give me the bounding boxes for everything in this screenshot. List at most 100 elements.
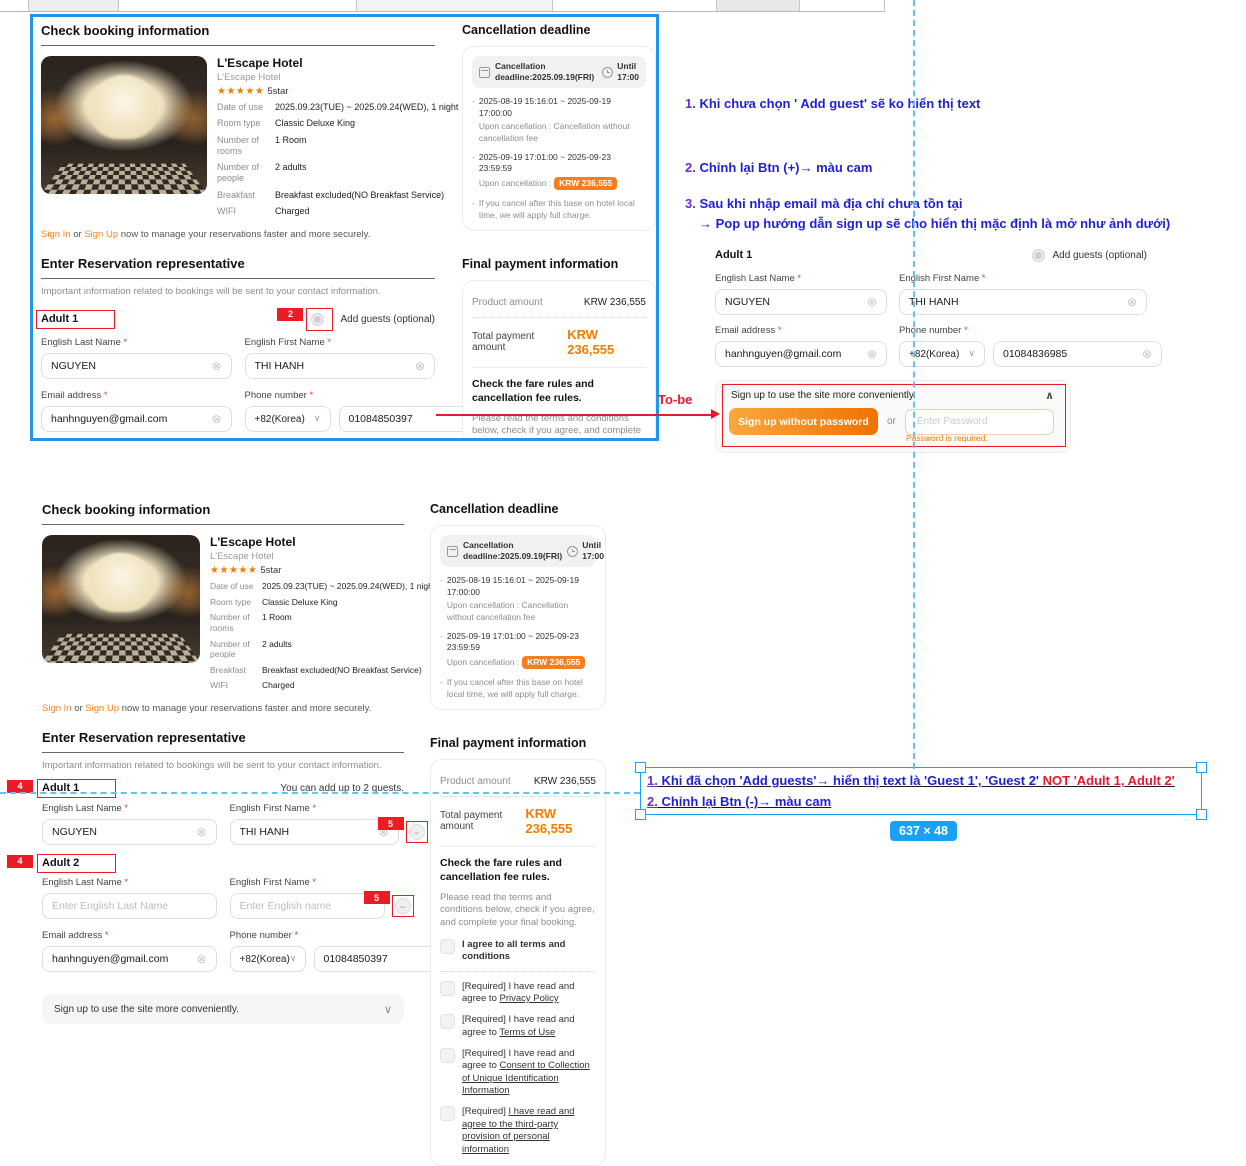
- resize-handle[interactable]: [635, 762, 646, 773]
- annotation-note: 2. Chỉnh lại Btn (+)→ màu cam: [685, 160, 873, 175]
- email-field[interactable]: ⊗: [42, 946, 217, 972]
- terms-checkbox[interactable]: [440, 1014, 455, 1030]
- hotel-subname: L'Escape Hotel: [217, 72, 281, 83]
- annotation-box-5b: 5 –: [363, 891, 414, 917]
- phone-input[interactable]: [1003, 348, 1138, 360]
- first-name-field[interactable]: ⊗: [229, 819, 399, 845]
- third-party-checkbox[interactable]: [440, 1106, 455, 1122]
- last-name-input[interactable]: [725, 296, 863, 308]
- sign-in-link[interactable]: Sign In: [42, 703, 72, 714]
- agreement-row: [Required] I have read and agree to Cons…: [440, 1048, 596, 1097]
- clear-icon[interactable]: ⊗: [196, 952, 207, 966]
- last-name-field[interactable]: ⊗: [715, 289, 887, 315]
- cancellation-rule: - If you cancel after this base on hotel…: [440, 677, 583, 699]
- star-rating-label: 5star: [267, 86, 289, 97]
- sign-up-link[interactable]: Sign Up: [85, 703, 120, 714]
- clear-icon[interactable]: ⊗: [378, 825, 389, 839]
- password-field[interactable]: [904, 408, 1054, 435]
- cancellation-deadline-header: Cancellation deadline:2025.09.19(FRI) Unt…: [472, 56, 646, 89]
- email-input[interactable]: [51, 413, 208, 425]
- adult-1-heading: Adult 1: [715, 249, 753, 261]
- signup-without-password-button[interactable]: Sign up without password: [729, 408, 878, 435]
- last-name-field[interactable]: ⊗: [41, 353, 232, 379]
- annotation-note: 3. Sau khi nhập email mà địa chỉ chưa tồ…: [685, 196, 963, 211]
- cancellation-fee-badge: KRW 236,555: [554, 176, 618, 191]
- first-name-input[interactable]: [909, 296, 1123, 308]
- tobe-preview-form: Adult 1 Add guests (optional) English La…: [715, 246, 1163, 367]
- terms-of-use-link[interactable]: Terms of Use: [499, 1026, 556, 1038]
- clear-icon[interactable]: ⊗: [1142, 347, 1153, 361]
- first-name-field[interactable]: ⊗: [899, 289, 1147, 315]
- hotel-subname: L'Escape Hotel: [210, 551, 274, 562]
- phone-label: Phone number *: [229, 930, 299, 941]
- calendar-icon: [479, 66, 490, 78]
- annotation-box-4b: 4 Adult 2: [7, 853, 117, 873]
- last-name-label: English Last Name *: [42, 877, 129, 888]
- first-name-input[interactable]: [239, 900, 375, 912]
- annotation-note: 1. Khi chưa chọn ' Add guest' sẽ ko hiển…: [685, 96, 981, 111]
- country-code-select[interactable]: +82(Korea) ∨: [244, 406, 331, 432]
- first-name-input[interactable]: [254, 360, 411, 372]
- form-title: Enter Reservation representative: [41, 256, 435, 279]
- add-guests-radio[interactable]: [1032, 248, 1046, 262]
- first-name-field[interactable]: [229, 893, 385, 919]
- first-name-field[interactable]: ⊗: [244, 353, 435, 379]
- last-name-input[interactable]: [51, 360, 208, 372]
- phone-input[interactable]: [348, 413, 484, 425]
- country-code-select[interactable]: +82(Korea) ∨: [899, 341, 985, 367]
- phone-label: Phone number *: [899, 325, 968, 336]
- payment-card: Product amount KRW 236,555 Total payment …: [462, 280, 656, 438]
- last-name-field[interactable]: ⊗: [42, 819, 217, 845]
- clear-icon[interactable]: ⊗: [866, 295, 877, 309]
- last-name-input[interactable]: [52, 826, 193, 838]
- privacy-policy-link[interactable]: Privacy Policy: [499, 993, 559, 1005]
- adult-2-heading: Adult 2: [42, 856, 80, 869]
- clear-icon[interactable]: ⊗: [414, 359, 425, 373]
- password-input[interactable]: [914, 415, 1044, 428]
- cancellation-rule: - If you cancel after this base on hotel…: [472, 198, 635, 220]
- add-guests-label: Add guests (optional): [1052, 249, 1147, 261]
- remove-guest-button[interactable]: –: [394, 898, 411, 914]
- email-field[interactable]: ⊗: [715, 341, 887, 367]
- clear-icon[interactable]: ⊗: [196, 825, 207, 839]
- email-label: Email address *: [41, 390, 108, 401]
- booking-detail-row: Date of use 2025.09.23(TUE) ~ 2025.09.24…: [210, 581, 436, 591]
- privacy-checkbox[interactable]: [440, 980, 455, 996]
- unique-id-checkbox[interactable]: [440, 1048, 455, 1064]
- star-rating-icon: ★★★★★: [217, 86, 265, 97]
- cancellation-rule: - 2025-09-19 17:01:00 ~ 2025-09-23 23:59…: [472, 152, 646, 191]
- resize-handle[interactable]: [1196, 762, 1207, 773]
- chevron-up-icon[interactable]: ∧: [1045, 389, 1054, 402]
- resize-handle[interactable]: [1196, 809, 1207, 820]
- last-name-field[interactable]: [42, 893, 217, 919]
- booking-detail-row: Number of people 2 adults: [217, 162, 307, 184]
- email-input[interactable]: [52, 953, 193, 965]
- phone-field[interactable]: ⊗: [993, 341, 1163, 367]
- annotation-box-4: 4 Adult 1: [7, 778, 117, 798]
- hotel-name: L'Escape Hotel: [210, 535, 296, 549]
- email-input[interactable]: [725, 348, 863, 360]
- sign-up-link[interactable]: Sign Up: [84, 229, 119, 240]
- clear-icon[interactable]: ⊗: [211, 412, 222, 426]
- resize-handle[interactable]: [635, 809, 646, 820]
- chevron-down-icon[interactable]: ∨: [383, 1002, 392, 1016]
- last-name-input[interactable]: [52, 900, 207, 912]
- agree-all-checkbox[interactable]: [440, 939, 455, 955]
- signup-accordion[interactable]: Sign up to use the site more convenientl…: [42, 994, 404, 1024]
- password-error: Password is required.: [906, 433, 988, 443]
- remove-guest-button[interactable]: –: [408, 824, 425, 840]
- clear-icon[interactable]: ⊗: [1126, 295, 1137, 309]
- sign-in-link[interactable]: Sign In: [41, 229, 71, 240]
- add-guests-radio[interactable]: [311, 312, 325, 326]
- clear-icon[interactable]: ⊗: [211, 359, 222, 373]
- first-name-input[interactable]: [239, 826, 375, 838]
- chevron-down-icon: ∨: [313, 414, 321, 424]
- spreadsheet-cell: [28, 0, 120, 11]
- form-subtitle: Important information related to booking…: [42, 760, 382, 771]
- country-code-select[interactable]: +82(Korea) ∨: [229, 946, 306, 972]
- dimension-badge: 637 × 48: [890, 821, 958, 841]
- payment-title: Final payment information: [462, 257, 619, 272]
- tobe-label: To-be: [658, 392, 693, 407]
- clear-icon[interactable]: ⊗: [866, 347, 877, 361]
- email-field[interactable]: ⊗: [41, 406, 232, 432]
